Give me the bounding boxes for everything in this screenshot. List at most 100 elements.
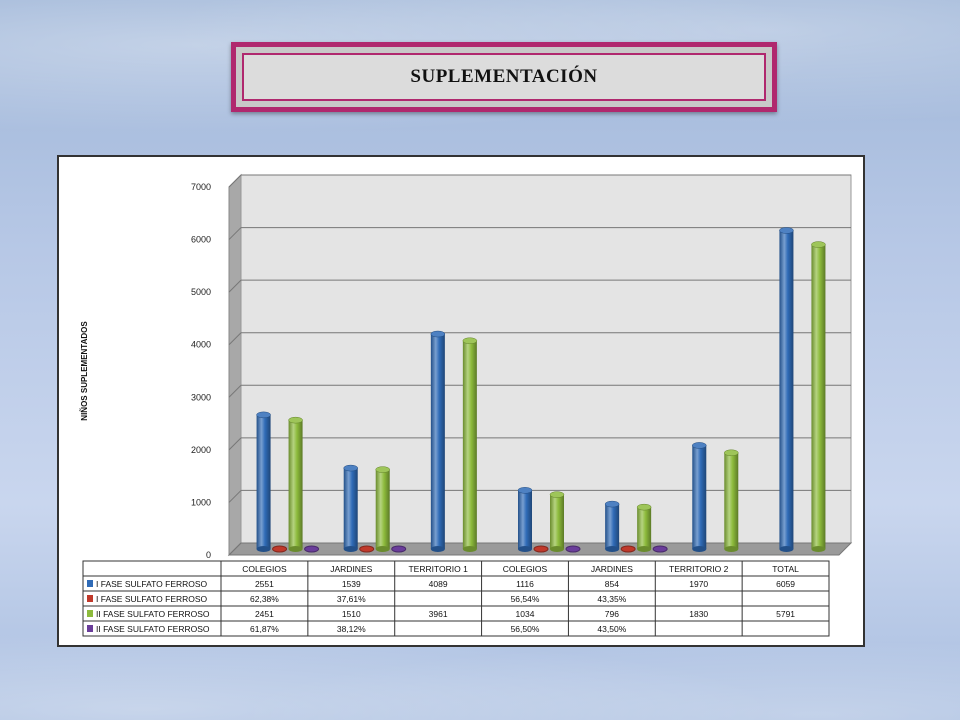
legend-entry: I FASE SULFATO FERROSO — [96, 594, 208, 604]
data-label: 62,38% — [250, 594, 279, 604]
data-label: 38,12% — [337, 624, 366, 634]
bar-top — [430, 330, 446, 338]
legend-swatch — [87, 580, 93, 587]
bar-base — [724, 546, 739, 552]
bar-top — [517, 487, 533, 494]
data-label: 1116 — [516, 579, 534, 589]
data-label: 2451 — [255, 609, 274, 619]
y-tick-label: 4000 — [191, 340, 211, 350]
bar-base — [811, 546, 826, 552]
title-panel: SUPLEMENTACIÓN — [242, 53, 766, 101]
bar-series-2 — [359, 545, 375, 553]
bar-base — [637, 546, 652, 552]
bar-top — [288, 416, 303, 424]
gridline-slant — [228, 227, 242, 240]
bar-base — [430, 546, 445, 552]
bar-base — [256, 546, 271, 552]
data-table — [82, 560, 830, 637]
bar-series-1 — [256, 414, 271, 549]
bar-series-4 — [391, 545, 407, 553]
slide-title: SUPLEMENTACIÓN — [410, 66, 598, 87]
gridline-slant — [228, 174, 242, 188]
category-label: COLEGIOS — [503, 564, 548, 574]
legend-swatch — [87, 610, 93, 617]
category-label: TOTAL — [772, 564, 799, 574]
legend-swatch — [87, 625, 93, 632]
bar-base — [605, 546, 620, 552]
y-axis-label: NIÑOS SUPLEMENTADOS — [80, 321, 89, 421]
bar-series-3 — [811, 244, 826, 549]
bar-top — [462, 337, 478, 345]
legend-swatch — [87, 595, 93, 602]
bar-series-4 — [304, 545, 320, 553]
category-label: TERRITORIO 2 — [669, 564, 729, 574]
chart-back-wall — [240, 174, 852, 544]
bar-top — [692, 442, 707, 449]
bar-series-1 — [343, 468, 358, 549]
y-tick-label: 1000 — [191, 497, 211, 507]
y-tick-label: 0 — [206, 550, 211, 560]
gridline-slant — [228, 490, 242, 503]
bar-series-4 — [565, 545, 581, 553]
data-label: 854 — [605, 579, 619, 589]
bar-top — [604, 500, 620, 508]
bar-top — [343, 464, 358, 472]
bar-series-3 — [288, 420, 303, 549]
y-tick-label: 5000 — [191, 287, 211, 297]
gridline-slant — [228, 437, 242, 451]
bar-top — [256, 411, 271, 419]
gridline-slant — [228, 332, 242, 346]
bar-base — [288, 546, 303, 552]
data-label: 4089 — [429, 579, 448, 589]
title-frame: SUPLEMENTACIÓN — [231, 42, 777, 112]
bar-series-1 — [605, 504, 620, 549]
bar-top — [724, 449, 739, 457]
bar-series-2 — [533, 545, 549, 553]
data-label: 1539 — [342, 579, 361, 589]
bar-series-1 — [518, 490, 532, 549]
bar-series-1 — [692, 445, 707, 549]
bar-series-1 — [430, 334, 445, 549]
bar-series-3 — [637, 507, 652, 549]
data-label: 6059 — [776, 579, 795, 589]
category-label: JARDINES — [591, 564, 633, 574]
bar-top — [375, 466, 390, 473]
bar-series-3 — [550, 494, 564, 549]
data-label: 1510 — [342, 609, 361, 619]
bar-base — [779, 546, 794, 552]
legend-entry: I FASE SULFATO FERROSO — [96, 579, 208, 589]
bar-base — [462, 546, 477, 552]
data-label: 3961 — [429, 609, 448, 619]
chart-container: 0 1000 2000 3000 4000 5000 6000 7000 NIÑOS SUPLE… — [57, 155, 865, 647]
bar-base — [518, 546, 532, 552]
category-label: TERRITORIO 1 — [408, 564, 468, 574]
category-label: COLEGIOS — [242, 564, 287, 574]
bar-top — [636, 503, 652, 511]
data-label: 43,50% — [597, 624, 626, 634]
gridline-slant — [228, 279, 242, 293]
bar-series-3 — [724, 452, 739, 549]
y-tick-label: 2000 — [191, 445, 211, 455]
bar-top — [811, 241, 826, 248]
chart-side-wall — [228, 173, 242, 557]
legend-entry: II FASE SULFATO FERROSO — [96, 624, 210, 634]
bar-series-2 — [272, 545, 288, 553]
data-label: 37,61% — [337, 594, 366, 604]
category-label: JARDINES — [330, 564, 372, 574]
data-label: 43,35% — [597, 594, 626, 604]
data-label: 1034 — [516, 609, 535, 619]
data-label: 56,50% — [511, 624, 540, 634]
y-tick-label: 6000 — [191, 235, 211, 245]
y-tick-label: 7000 — [191, 182, 211, 192]
bar-top — [549, 491, 565, 498]
gridline-slant — [228, 384, 242, 398]
data-label: 5791 — [776, 609, 795, 619]
y-tick-label: 3000 — [191, 392, 211, 402]
data-label: 1830 — [689, 609, 708, 619]
bar-series-3 — [462, 340, 477, 549]
data-label: 1970 — [689, 579, 708, 589]
bar-series-4 — [652, 545, 668, 553]
gridline-slant — [228, 542, 242, 556]
bar-series-1 — [779, 230, 794, 549]
data-label: 61,87% — [250, 624, 279, 634]
